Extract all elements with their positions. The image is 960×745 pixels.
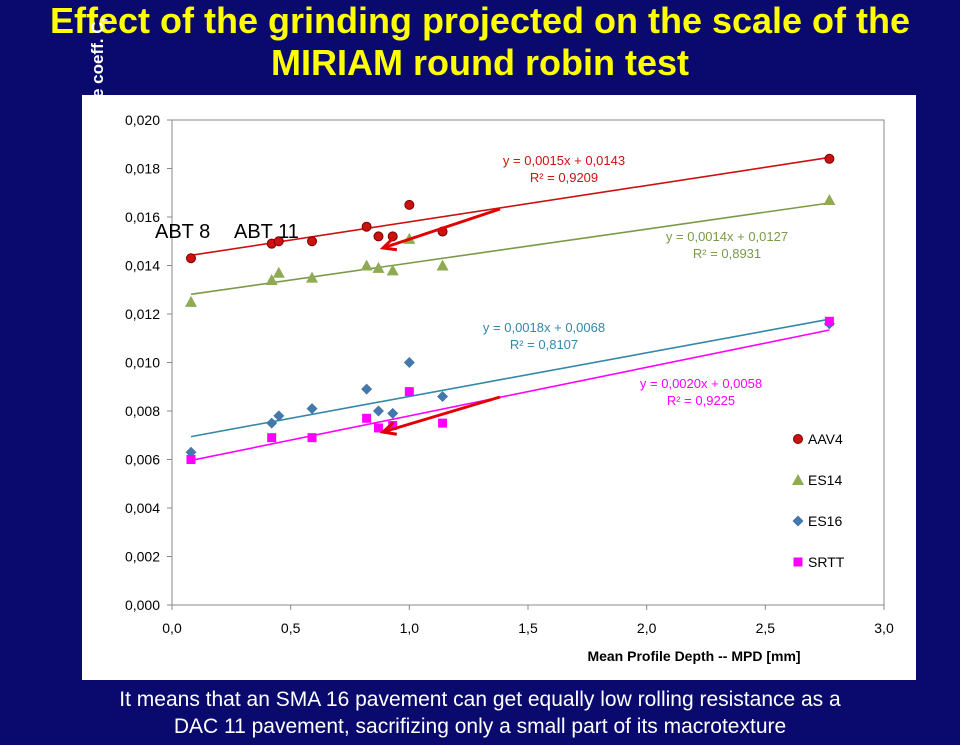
legend-label-aav4: AAV4 (808, 431, 843, 447)
legend-marker-aav4 (793, 434, 803, 444)
data-point-srtt (267, 433, 277, 443)
legend-label-es16: ES16 (808, 513, 842, 529)
annotation-arrow-upper (382, 207, 501, 250)
footer-line-2: DAC 11 pavement, sacrifizing only a smal… (173, 715, 787, 738)
data-point-aav4 (307, 236, 318, 247)
trendline-aav4 (190, 156, 830, 257)
y-tick-label: 0,008 (125, 403, 160, 419)
footer-line-1: It means that an SMA 16 pavement can get… (119, 688, 841, 711)
y-tick-label: 0,004 (125, 500, 160, 516)
legend-label-es14: ES14 (808, 472, 842, 488)
x-tick-label: 2,5 (756, 620, 776, 636)
data-point-srtt (824, 316, 834, 326)
data-point-es14 (823, 194, 836, 206)
data-point-srtt (404, 387, 414, 397)
annotation-arrow-lower (382, 395, 501, 434)
data-point-es16 (273, 410, 285, 422)
y-tick-label: 0,020 (125, 112, 160, 128)
data-point-srtt (438, 418, 448, 428)
chart-svg: 0,000 0,002 0,004 0,006 0,008 0,010 0,012 0,014… (125, 112, 894, 664)
legend-marker-srtt (793, 557, 803, 567)
data-point-aav4 (185, 253, 196, 264)
slide-title: Effect of the grinding projected on the … (0, 0, 960, 84)
annotation-arrow-upper-head (379, 237, 398, 252)
y-tick-label: 0,018 (125, 161, 160, 177)
slide-footer: It means that an SMA 16 pavement can get… (0, 686, 960, 740)
data-point-aav4 (361, 221, 372, 232)
data-point-srtt (362, 413, 372, 423)
data-point-es14 (272, 266, 285, 278)
data-point-aav4 (824, 153, 835, 164)
y-tick-label: 0,000 (125, 597, 160, 613)
data-point-es16 (306, 403, 318, 415)
plot-area (171, 119, 885, 606)
data-point-es14 (306, 271, 319, 283)
data-point-es14 (386, 264, 399, 276)
data-point-srtt (307, 433, 317, 443)
x-tick-label: 2,0 (637, 620, 657, 636)
annotation-abt8: ABT 8 (155, 221, 210, 243)
y-tick-label: 0,014 (125, 258, 160, 274)
annotation-arrow-lower-head (379, 421, 398, 436)
x-tick-label: 1,5 (518, 620, 538, 636)
trend-equation-es14: y = 0,0014x + 0,0127 (666, 229, 788, 244)
trendline-srtt (190, 329, 830, 462)
y-tick-label: 0,016 (125, 209, 160, 225)
annotation-abt11: ABT 11 (234, 221, 299, 243)
data-point-es16 (266, 417, 278, 429)
data-point-es14 (436, 259, 449, 271)
data-point-es14 (372, 261, 385, 273)
data-point-es14 (184, 295, 197, 307)
x-tick-label: 1,0 (400, 620, 420, 636)
x-axis-label: Mean Profile Depth -- MPD [mm] (587, 648, 800, 664)
trend-equation-es16: y = 0,0018x + 0,0068 (483, 320, 605, 335)
trend-r2-srtt: R² = 0,9225 (667, 393, 735, 408)
legend-label-srtt: SRTT (808, 554, 845, 570)
trendline-es14 (190, 202, 830, 296)
data-point-aav4 (373, 231, 384, 242)
data-point-es14 (360, 259, 373, 271)
x-tick-label: 0,0 (162, 620, 182, 636)
data-point-srtt (186, 455, 196, 464)
data-point-es16 (403, 357, 415, 368)
trend-r2-aav4: R² = 0,9209 (530, 170, 598, 185)
y-tick-label: 0,012 (125, 306, 160, 322)
trend-r2-es14: R² = 0,8931 (693, 246, 761, 261)
data-point-aav4 (404, 199, 415, 210)
y-tick-label: 0,010 (125, 355, 160, 371)
data-point-srtt (373, 423, 383, 433)
data-point-aav4 (273, 236, 284, 247)
data-point-es16 (387, 407, 399, 419)
data-point-srtt (388, 421, 398, 431)
data-point-es16 (185, 446, 197, 458)
legend-marker-es16 (792, 515, 804, 527)
trend-r2-es16: R² = 0,8107 (510, 337, 578, 352)
slide-title-line-1: Effect of the grinding projected on the … (49, 0, 911, 41)
data-point-es14 (265, 274, 278, 286)
y-tick-label: 0,002 (125, 549, 160, 565)
trend-equation-aav4: y = 0,0015x + 0,0143 (503, 153, 625, 168)
data-point-es16 (372, 405, 384, 417)
legend-marker-es14 (792, 474, 804, 485)
trendline-es16 (190, 318, 830, 438)
x-tick-label: 3,0 (874, 620, 894, 636)
data-point-es16 (361, 383, 373, 395)
y-tick-label: 0,006 (125, 452, 160, 468)
x-tick-label: 0,5 (281, 620, 301, 636)
slide-title-line-2: MIRIAM round robin test (271, 42, 689, 83)
trend-equation-srtt: y = 0,0020x + 0,0058 (640, 376, 762, 391)
data-point-es16 (437, 390, 449, 402)
